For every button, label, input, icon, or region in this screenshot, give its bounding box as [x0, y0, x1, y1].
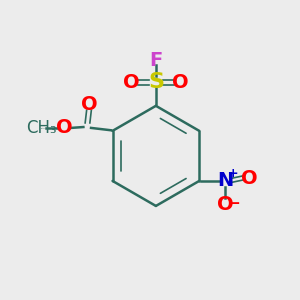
Text: O: O — [217, 195, 233, 214]
Text: +: + — [227, 167, 238, 180]
Text: F: F — [149, 51, 163, 70]
Text: −: − — [228, 196, 240, 211]
Text: O: O — [241, 169, 258, 188]
Text: O: O — [123, 73, 140, 92]
Text: O: O — [172, 73, 188, 92]
Text: S: S — [148, 72, 164, 92]
Text: CH₃: CH₃ — [26, 119, 56, 137]
Text: methyl: methyl — [41, 127, 46, 128]
Text: O: O — [81, 95, 97, 114]
Text: N: N — [217, 171, 233, 190]
Text: O: O — [56, 118, 73, 137]
